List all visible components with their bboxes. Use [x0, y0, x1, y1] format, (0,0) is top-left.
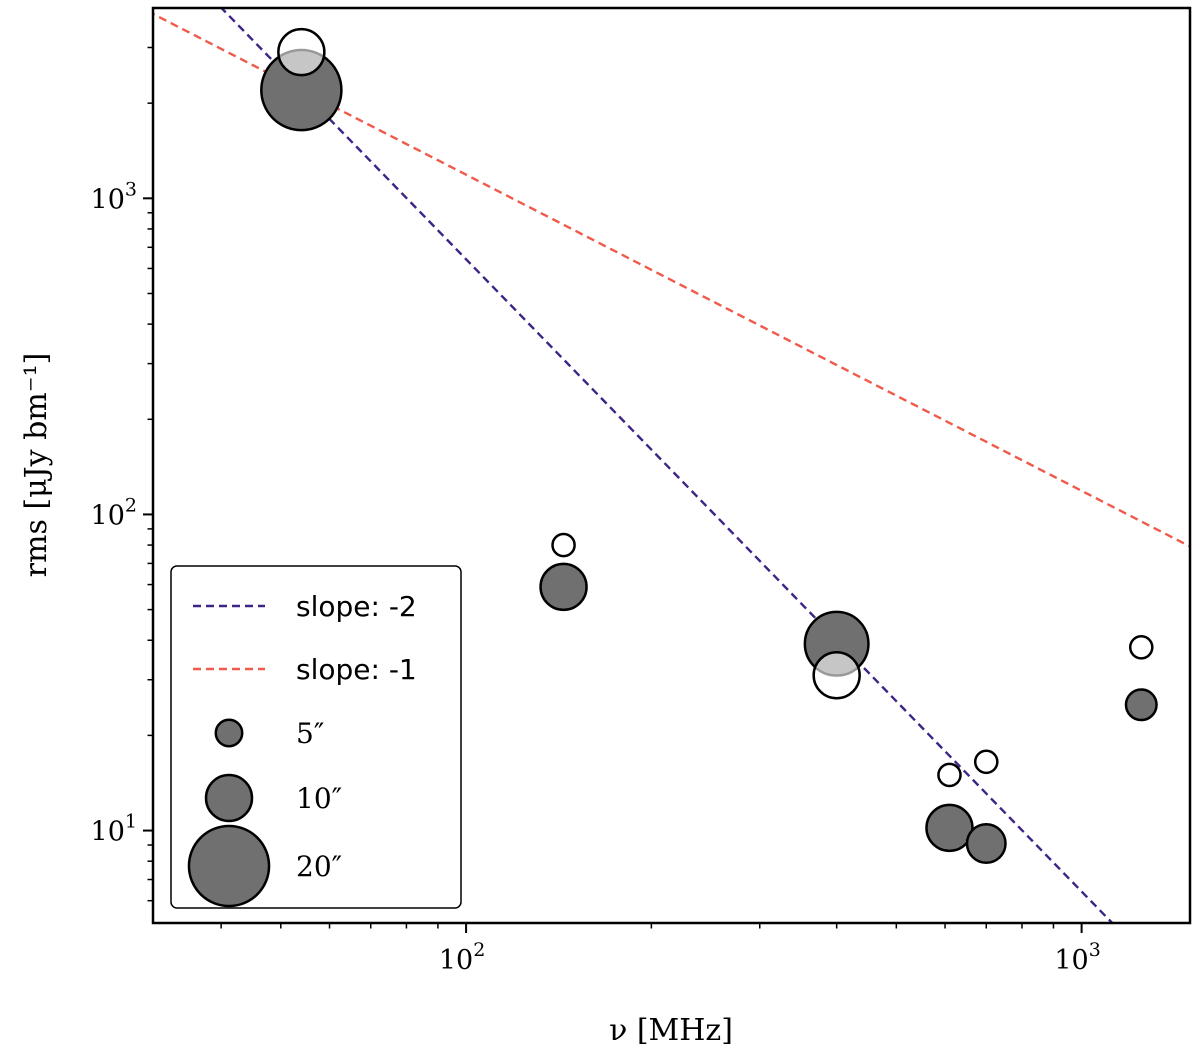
legend-label-0: slope: -2	[296, 590, 417, 623]
plot-frame	[151, 6, 1192, 925]
x-tick-label-0: 102	[439, 939, 485, 976]
open-marker-5	[1128, 634, 1154, 660]
open-marker-4	[973, 749, 999, 775]
legend-size-marker-2	[214, 718, 244, 748]
legend-label-2: 5″	[296, 717, 324, 750]
open-marker-2	[812, 650, 861, 700]
open-marker-3	[937, 762, 962, 788]
y-tick-label-2: 103	[91, 178, 137, 215]
legend-size-marker-3	[204, 773, 254, 823]
filled-marker-5	[1124, 688, 1158, 722]
legend-label-4: 20″	[296, 850, 342, 883]
x-axis-label: ν [MHz]	[609, 1013, 733, 1048]
legend: slope: -2 slope: -1 5″ 10″ 20″	[170, 565, 462, 909]
legend-box	[170, 565, 462, 909]
y-tick-label-0: 101	[91, 811, 137, 848]
open-marker-0	[277, 27, 326, 77]
filled-marker-4	[965, 823, 1007, 864]
y-axis-label: rms [μJy bm⁻¹]	[19, 353, 54, 578]
x-tick-label-1: 103	[1054, 939, 1100, 976]
legend-size-marker-4	[187, 824, 271, 908]
plot-area	[153, 8, 1190, 923]
filled-marker-3	[925, 803, 974, 853]
open-marker-1	[551, 532, 576, 558]
legend-label-1: slope: -1	[296, 653, 417, 686]
y-tick-label-1: 102	[91, 494, 137, 531]
axes-ticks: 102 103 101 102 103	[91, 46, 1101, 976]
legend-label-3: 10″	[296, 782, 342, 815]
filled-marker-1	[539, 562, 588, 612]
